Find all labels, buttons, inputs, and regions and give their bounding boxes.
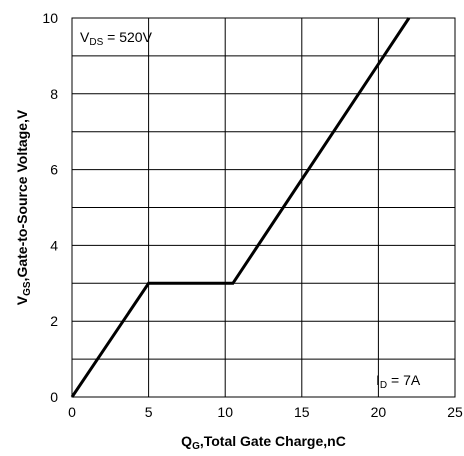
y-tick-label: 0 xyxy=(50,389,58,405)
x-tick-label: 25 xyxy=(447,404,463,420)
x-tick-labels: 0 5 10 15 20 25 xyxy=(68,404,463,420)
y-axis-title-sub: GS xyxy=(22,281,33,296)
y-tick-label: 2 xyxy=(50,313,58,329)
id-annotation: ID = 7A xyxy=(376,372,421,391)
y-tick-label: 8 xyxy=(50,86,58,102)
x-tick-label: 10 xyxy=(217,404,233,420)
series-line xyxy=(70,17,411,398)
id-rest: = 7A xyxy=(387,372,421,388)
grid-lines xyxy=(72,18,455,397)
y-axis-title: VGS,Gate-to-Source Voltage,V xyxy=(14,109,33,305)
x-tick-label: 20 xyxy=(371,404,387,420)
x-axis-title-main: Q xyxy=(181,433,192,449)
y-tick-labels: 0 2 4 6 8 10 xyxy=(42,10,58,405)
x-axis-title-rest: ,Total Gate Charge,nC xyxy=(200,433,346,449)
id-sub: D xyxy=(380,380,387,391)
vds-rest: = 520V xyxy=(103,29,152,45)
vds-sub: DS xyxy=(89,37,103,48)
y-tick-label: 10 xyxy=(42,10,58,26)
x-axis-title-sub: G xyxy=(192,441,200,452)
x-tick-label: 15 xyxy=(294,404,310,420)
plot-frame xyxy=(71,17,456,398)
vds-annotation: VDS = 520V xyxy=(80,29,153,48)
y-axis-title-rest: ,Gate-to-Source Voltage,V xyxy=(14,109,30,281)
vds-main: V xyxy=(80,29,90,45)
x-tick-label: 5 xyxy=(145,404,153,420)
y-tick-label: 4 xyxy=(50,237,58,253)
id-main: I xyxy=(376,372,380,388)
y-tick-label: 6 xyxy=(50,162,58,178)
y-axis-title-main: V xyxy=(14,295,30,305)
x-tick-label: 0 xyxy=(68,404,76,420)
x-axis-title: QG,Total Gate Charge,nC xyxy=(181,433,346,452)
series-layer xyxy=(70,17,411,398)
